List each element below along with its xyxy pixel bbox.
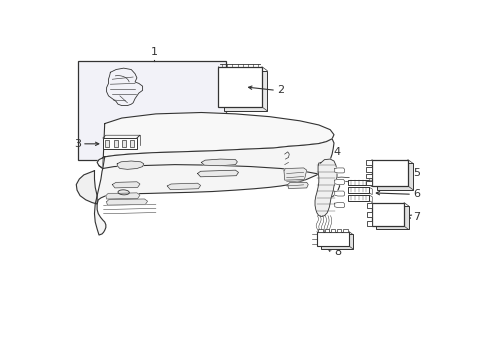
Polygon shape bbox=[284, 168, 306, 180]
Bar bbox=[78, 61, 225, 159]
Polygon shape bbox=[117, 161, 143, 169]
Bar bbox=[122, 140, 126, 147]
Bar bbox=[218, 67, 262, 107]
Polygon shape bbox=[197, 170, 238, 177]
Bar bbox=[316, 232, 348, 246]
Bar bbox=[366, 174, 371, 179]
Text: 7: 7 bbox=[412, 212, 419, 222]
Bar bbox=[114, 140, 117, 147]
Bar bbox=[371, 159, 407, 186]
Bar bbox=[376, 206, 408, 229]
Bar bbox=[102, 138, 137, 149]
Bar bbox=[347, 195, 368, 201]
Polygon shape bbox=[94, 139, 333, 235]
Polygon shape bbox=[105, 193, 140, 199]
Polygon shape bbox=[76, 171, 97, 204]
Bar bbox=[130, 140, 134, 147]
Polygon shape bbox=[334, 168, 344, 173]
Polygon shape bbox=[334, 203, 344, 208]
Bar bbox=[366, 203, 371, 208]
Polygon shape bbox=[314, 159, 336, 216]
Text: 5: 5 bbox=[412, 168, 419, 179]
Bar bbox=[366, 160, 371, 165]
Bar bbox=[343, 229, 347, 232]
Bar bbox=[347, 187, 368, 193]
Text: 8: 8 bbox=[333, 247, 341, 257]
Bar bbox=[376, 163, 412, 190]
Bar bbox=[366, 167, 371, 172]
Bar bbox=[318, 229, 323, 232]
Bar bbox=[366, 221, 371, 226]
Polygon shape bbox=[106, 199, 147, 205]
Bar bbox=[366, 212, 371, 217]
Text: 3: 3 bbox=[74, 139, 81, 149]
Text: 2: 2 bbox=[277, 85, 284, 95]
Text: 4: 4 bbox=[333, 147, 340, 157]
Polygon shape bbox=[167, 183, 200, 190]
Bar bbox=[336, 229, 341, 232]
Polygon shape bbox=[201, 159, 237, 166]
Bar bbox=[347, 180, 368, 185]
Polygon shape bbox=[112, 182, 140, 188]
Bar bbox=[366, 181, 371, 185]
Polygon shape bbox=[97, 112, 333, 168]
Bar bbox=[324, 229, 328, 232]
Ellipse shape bbox=[118, 190, 129, 195]
Polygon shape bbox=[334, 191, 344, 196]
Polygon shape bbox=[334, 180, 344, 184]
Text: 6: 6 bbox=[412, 189, 419, 199]
Bar bbox=[330, 229, 335, 232]
Text: 1: 1 bbox=[150, 47, 157, 57]
Bar bbox=[320, 234, 352, 249]
Bar bbox=[371, 203, 403, 226]
Bar bbox=[105, 140, 109, 147]
Bar bbox=[223, 71, 267, 111]
Polygon shape bbox=[287, 183, 307, 188]
